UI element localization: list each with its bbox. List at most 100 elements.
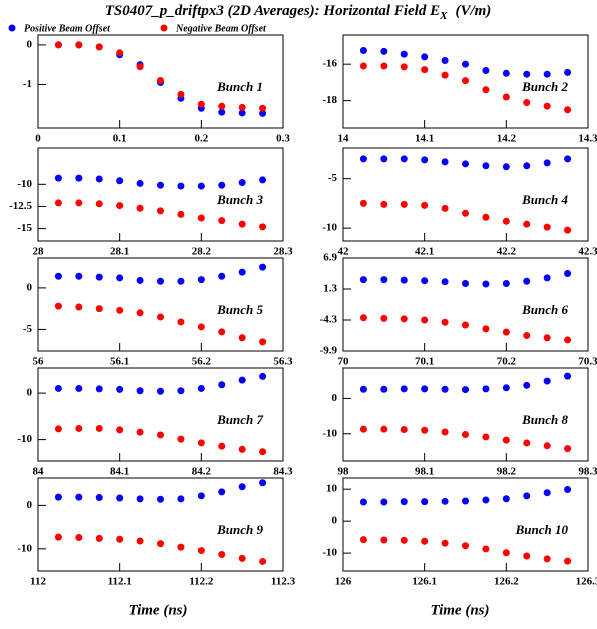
data-point: [177, 182, 185, 190]
x-tick-label: 112.2: [189, 576, 214, 588]
data-point: [177, 90, 185, 98]
data-point: [95, 305, 103, 313]
data-point: [482, 280, 490, 288]
plot-frame: [342, 34, 589, 129]
x-tick-label: 0.3: [276, 133, 290, 145]
data-point: [75, 493, 83, 501]
x-tick-label: 70.2: [497, 356, 517, 368]
data-point: [482, 385, 490, 393]
data-point: [54, 174, 62, 182]
data-point: [502, 495, 510, 503]
data-point: [564, 336, 572, 344]
data-point: [238, 554, 246, 562]
data-point: [462, 321, 469, 329]
x-tick-label: 70.1: [415, 356, 434, 368]
data-point: [54, 425, 62, 433]
x-tick-label: 84.3: [273, 466, 293, 478]
x-tick-label: 14.1: [415, 133, 434, 145]
x-tick-label: 56.1: [110, 356, 129, 368]
data-point: [157, 77, 164, 85]
data-point: [462, 386, 469, 394]
plot-frame: [342, 477, 589, 572]
data-point: [482, 433, 490, 441]
x-tick-label: 98.1: [415, 466, 434, 478]
data-point: [421, 277, 429, 285]
data-point: [359, 47, 367, 54]
data-point: [421, 537, 429, 545]
data-point: [441, 428, 449, 436]
data-point: [75, 174, 83, 182]
y-tick-label: 10: [326, 483, 338, 495]
data-point: [95, 273, 103, 281]
data-point: [523, 162, 531, 170]
data-point: [238, 445, 246, 453]
y-tick-label: -10: [17, 178, 32, 190]
data-point: [359, 425, 367, 433]
legend-label: Negative Beam Offset: [175, 23, 267, 34]
data-point: [54, 493, 62, 501]
plot-frame: [37, 367, 284, 462]
data-point: [54, 272, 62, 280]
data-point: [523, 332, 531, 339]
data-point: [400, 536, 408, 544]
data-point: [177, 210, 185, 218]
bunch-label: Bunch 2: [521, 79, 568, 94]
data-point: [543, 223, 551, 231]
data-point: [116, 202, 124, 210]
data-point: [259, 338, 267, 346]
data-point: [116, 494, 124, 502]
data-point: [136, 179, 144, 187]
data-point: [259, 263, 267, 271]
data-point: [238, 109, 246, 117]
x-tick-label: 14.2: [497, 133, 517, 145]
x-tick-label: 84: [33, 466, 45, 478]
data-point: [218, 488, 226, 496]
data-point: [502, 163, 510, 171]
data-point: [482, 213, 490, 221]
x-axis-label: Time (ns): [128, 602, 187, 618]
x-tick-label: 126: [335, 576, 352, 588]
y-tick-label: -16: [322, 58, 337, 70]
x-axis-label: Time (ns): [430, 602, 489, 618]
data-point: [482, 496, 490, 504]
data-point: [421, 498, 429, 506]
bunch-label: Bunch 5: [216, 302, 263, 317]
data-point: [543, 102, 551, 110]
figure-title: TS0407_p_driftpx3 (2D Averages): Horizon…: [105, 3, 492, 21]
data-point: [400, 315, 408, 323]
data-point: [564, 270, 572, 277]
data-point: [238, 268, 246, 276]
data-point: [462, 60, 469, 68]
y-tick-label: 0: [332, 515, 338, 527]
y-tick-label: -10: [322, 427, 337, 439]
y-tick-label: -10: [322, 222, 337, 234]
data-point: [523, 277, 531, 285]
y-tick-label: 0: [27, 38, 33, 50]
data-point: [197, 547, 205, 555]
y-tick-label: -9.9: [320, 345, 338, 357]
data-point: [95, 385, 103, 393]
data-point: [75, 272, 83, 280]
y-tick-label: -1: [23, 78, 32, 90]
x-tick-label: 70.3: [578, 356, 597, 368]
data-point: [157, 207, 164, 215]
data-point: [523, 439, 531, 447]
data-point: [359, 155, 367, 163]
data-point: [380, 62, 388, 70]
data-point: [543, 555, 551, 563]
data-point: [359, 62, 367, 70]
data-point: [136, 428, 144, 436]
data-point: [116, 49, 124, 57]
data-point: [441, 204, 449, 212]
data-point: [441, 497, 449, 505]
x-tick-label: 42.1: [415, 246, 434, 258]
data-point: [95, 200, 103, 208]
data-point: [380, 314, 388, 322]
data-point: [259, 372, 267, 380]
x-tick-label: 42: [338, 246, 350, 258]
data-point: [564, 445, 572, 453]
data-point: [259, 176, 267, 184]
legend-marker: [160, 24, 168, 32]
data-point: [157, 313, 164, 321]
